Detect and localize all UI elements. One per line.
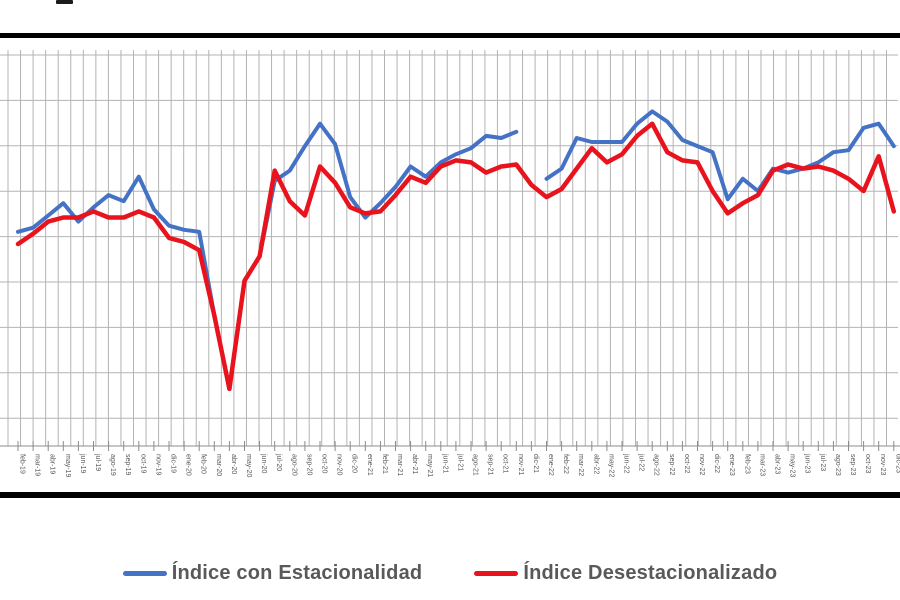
x-tick-label: sep-20	[305, 454, 312, 476]
x-tick-label: may-22	[607, 454, 614, 477]
legend-line-red	[474, 571, 519, 576]
x-tick-label: nov-20	[336, 454, 343, 476]
series-line	[544, 109, 896, 202]
x-tick-label: feb-21	[381, 454, 388, 474]
x-tick-label: oct-21	[502, 454, 509, 474]
x-tick-label: dic-19	[170, 454, 177, 473]
x-tick-label: jun-22	[623, 453, 630, 474]
x-tick-label: ago-23	[834, 454, 841, 476]
legend-label-desestacionalizado: Índice Desestacionalizado	[523, 562, 778, 584]
x-tick-label: oct-23	[864, 454, 871, 474]
x-tick-label: dic-23	[894, 454, 900, 473]
legend-line-blue	[122, 571, 167, 576]
x-tick-label: oct-19	[139, 454, 146, 474]
x-tick-label: abr-23	[774, 454, 781, 474]
x-tick-label: ago-21	[472, 454, 479, 476]
x-tick-label: ago-20	[290, 454, 297, 476]
series-con-estacionalidad	[16, 109, 896, 391]
x-tick-label: mar-22	[577, 454, 584, 476]
x-tick-label: ene-22	[547, 454, 554, 476]
x-tick-label: dic-22	[713, 454, 720, 473]
x-tick-label: abr-21	[411, 454, 418, 474]
x-axis-labels: feb-19 mar-19 abr-19 may-19 jun-19 jul-19 ago-…	[19, 453, 900, 477]
gridlines	[0, 50, 898, 446]
x-tick-label: abr-19	[49, 454, 56, 474]
top-border-rule	[0, 33, 900, 38]
x-tick-label: jul-20	[275, 453, 282, 471]
x-tick-label: nov-21	[517, 454, 524, 476]
x-tick-label: ago-19	[109, 454, 116, 476]
x-axis	[0, 441, 900, 451]
x-tick-label: dic-21	[532, 454, 539, 473]
x-tick-label: ene-23	[728, 454, 735, 476]
x-tick-label: feb-19	[19, 454, 26, 474]
legend-item-desestacionalizado: Índice Desestacionalizado	[474, 562, 777, 585]
x-tick-label: jun-19	[79, 453, 86, 474]
x-tick-label: sep-19	[124, 454, 131, 476]
x-tick-label: dic-20	[351, 454, 358, 473]
x-tick-label: mar-19	[34, 454, 41, 476]
x-tick-label: abr-20	[230, 454, 237, 474]
x-tick-label: jul-22	[638, 453, 645, 471]
x-tick-label: abr-22	[592, 454, 599, 474]
x-tick-label: sep-23	[849, 454, 856, 476]
line-chart: feb-19 mar-19 abr-19 may-19 jun-19 jul-19 ago-…	[0, 50, 900, 477]
x-tick-label: oct-20	[321, 454, 328, 474]
x-tick-label: mar-21	[396, 454, 403, 476]
series-line	[16, 121, 519, 391]
x-tick-label: may-20	[245, 454, 252, 477]
x-tick-label: jul-23	[819, 453, 826, 471]
x-tick-label: jul-21	[456, 453, 463, 471]
x-tick-label: may-23	[789, 454, 796, 477]
series-line	[15, 121, 897, 392]
x-tick-label: oct-22	[683, 454, 690, 474]
x-tick-label: ene-21	[366, 454, 373, 476]
x-tick-label: mar-23	[758, 454, 765, 476]
x-tick-label: jun-20	[260, 453, 267, 474]
cropped-title-artifact	[56, 0, 73, 4]
x-tick-label: jun-23	[804, 453, 811, 474]
x-tick-label: sep-22	[668, 454, 675, 476]
x-tick-label: ene-20	[185, 454, 192, 476]
x-tick-label: nov-22	[698, 454, 705, 476]
x-tick-label: jul-19	[94, 453, 101, 471]
chart-legend: Índice con Estacionalidad Índice Desesta…	[0, 562, 900, 585]
x-tick-label: ago-22	[653, 454, 660, 476]
x-tick-label: jun-21	[441, 453, 448, 474]
x-tick-label: may-19	[64, 454, 71, 477]
x-tick-label: nov-19	[154, 454, 161, 476]
bottom-border-rule	[0, 492, 900, 498]
x-tick-label: nov-23	[879, 454, 886, 476]
series-desestacionalizado	[15, 121, 897, 392]
x-tick-label: feb-23	[743, 454, 750, 474]
legend-item-con-estacionalidad: Índice con Estacionalidad	[122, 562, 423, 585]
legend-label-con-estacionalidad: Índice con Estacionalidad	[171, 562, 423, 584]
x-tick-label: may-21	[426, 454, 433, 477]
x-tick-label: feb-20	[200, 454, 207, 474]
x-tick-label: sep-21	[487, 454, 494, 476]
x-tick-label: mar-20	[215, 454, 222, 476]
x-tick-label: feb-22	[562, 454, 569, 474]
